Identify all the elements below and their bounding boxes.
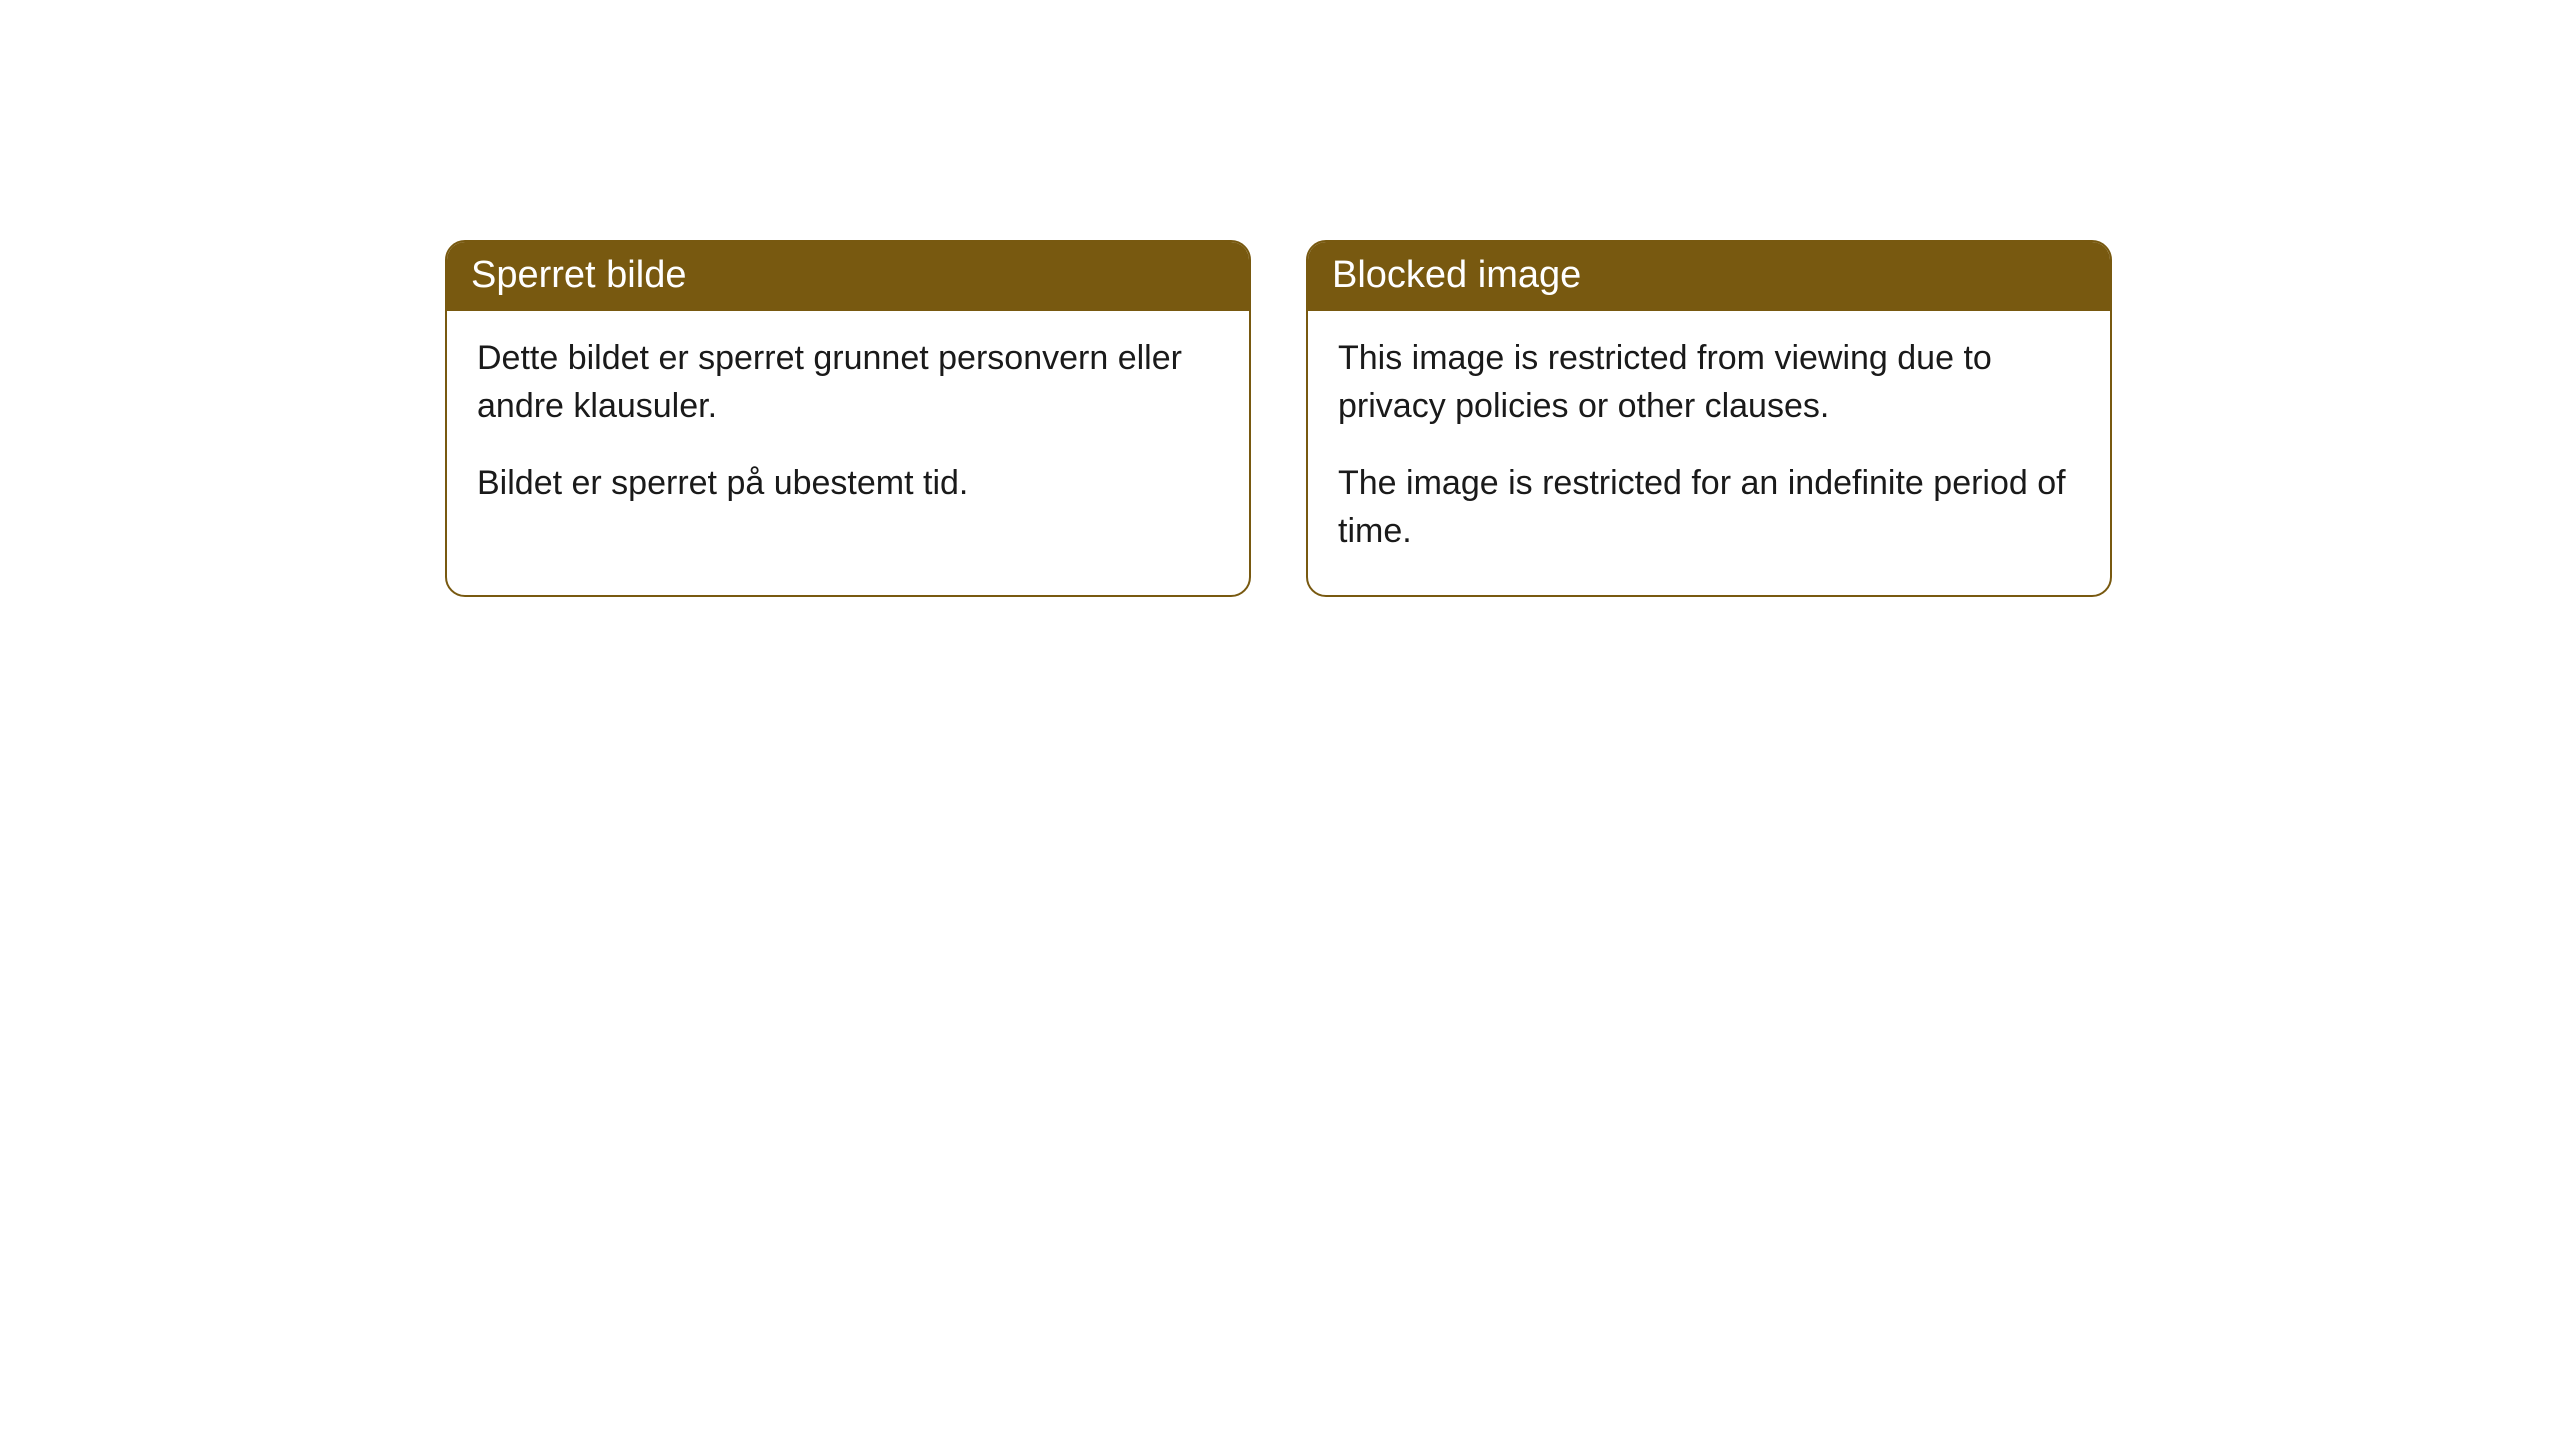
card-header: Sperret bilde <box>447 242 1249 311</box>
card-body: Dette bildet er sperret grunnet personve… <box>447 311 1249 548</box>
card-text-2: Bildet er sperret på ubestemt tid. <box>477 460 1219 508</box>
card-text-1: Dette bildet er sperret grunnet personve… <box>477 335 1219 430</box>
card-text-1: This image is restricted from viewing du… <box>1338 335 2080 430</box>
card-header: Blocked image <box>1308 242 2110 311</box>
card-text-2: The image is restricted for an indefinit… <box>1338 460 2080 555</box>
card-english: Blocked image This image is restricted f… <box>1306 240 2112 597</box>
cards-container: Sperret bilde Dette bildet er sperret gr… <box>445 240 2560 597</box>
card-norwegian: Sperret bilde Dette bildet er sperret gr… <box>445 240 1251 597</box>
card-body: This image is restricted from viewing du… <box>1308 311 2110 595</box>
